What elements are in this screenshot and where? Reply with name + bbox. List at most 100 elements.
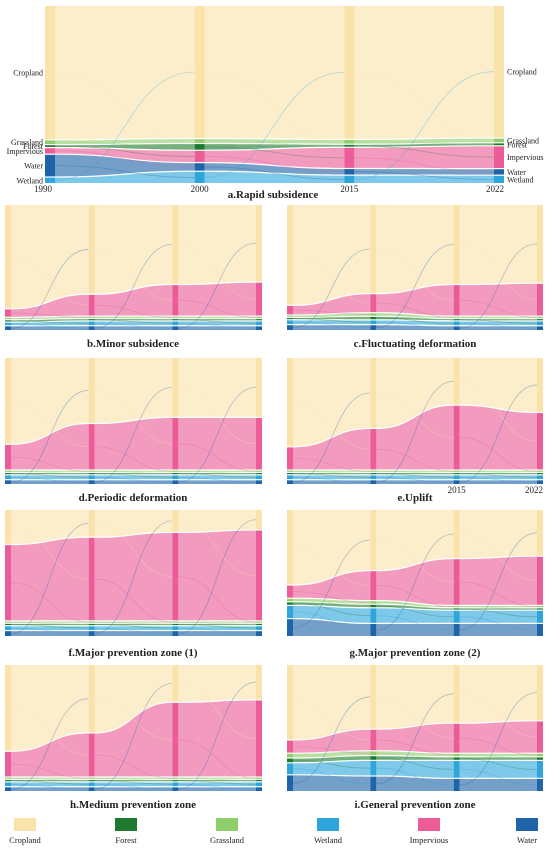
node-water-2000 — [370, 776, 377, 791]
flow-grassland-2 — [459, 470, 537, 472]
node-wetland-2015 — [172, 475, 179, 480]
flow-mix-forest-0 — [292, 318, 371, 323]
node-grassland-2015 — [453, 316, 460, 318]
flow-water-1 — [204, 163, 345, 175]
flow-mix-impervious-0 — [10, 456, 89, 472]
legend-swatch-impervious — [418, 818, 440, 831]
flow-water-2 — [459, 779, 537, 791]
flow-forest-2 — [178, 623, 256, 626]
node-water-2022 — [256, 480, 262, 484]
flow-wetland-1 — [376, 475, 454, 480]
panel-0-flows — [54, 6, 495, 183]
panel-4-nodes — [287, 358, 543, 484]
node-grassland-2022 — [537, 470, 543, 472]
node-wetland-2022 — [537, 761, 543, 778]
node-wetland-2000 — [88, 626, 95, 630]
flow-mix-wetland-2 — [178, 783, 257, 790]
node-wetland-2022 — [537, 610, 543, 623]
panel-6-nodes — [287, 510, 543, 636]
flow-cropland-0 — [293, 358, 371, 447]
flow-mix-water-2 — [178, 681, 257, 790]
flow-water-1 — [94, 631, 173, 636]
flow-mix-cropland-1 — [376, 392, 454, 438]
node-forest-2015 — [172, 780, 179, 782]
flow-impervious-0 — [293, 571, 371, 600]
node-water-2022 — [537, 624, 543, 636]
node-wetland-2022 — [256, 782, 262, 787]
flow-mix-water-1 — [376, 693, 454, 785]
node-cropland-1990 — [5, 510, 11, 544]
flow-water-1 — [376, 480, 454, 484]
flow-grassland-1 — [376, 313, 454, 318]
flow-forest-2 — [178, 473, 256, 475]
flow-water-2 — [178, 480, 256, 484]
flow-mix-cropland-1 — [376, 696, 454, 739]
flow-water-0 — [11, 787, 89, 791]
panel-title: g.Major prevention zone (2) — [350, 647, 481, 659]
flow-water-2 — [459, 326, 537, 330]
flow-forest-0 — [293, 316, 371, 320]
flow-mix-impervious-0 — [10, 582, 89, 623]
node-wetland-2000 — [88, 321, 95, 326]
node-forest-2022 — [537, 757, 543, 760]
node-forest-2000 — [370, 473, 377, 475]
flow-mix-impervious-1 — [376, 302, 454, 318]
flow-impervious-0 — [11, 294, 89, 317]
node-wetland-2022 — [256, 626, 262, 630]
node-impervious-1990 — [5, 309, 11, 317]
flow-forest-0 — [11, 780, 89, 782]
flow-impervious-0 — [11, 424, 89, 470]
node-cropland-2022 — [256, 665, 262, 700]
node-grassland-2022 — [256, 316, 262, 318]
flow-mix-water-1 — [94, 386, 173, 483]
flow-mix-grassland-2 — [459, 316, 538, 321]
node-grassland-2000 — [88, 470, 95, 472]
node-impervious-2022 — [256, 530, 262, 621]
flow-mix-grassland-1 — [94, 470, 173, 475]
node-impervious-2000 — [194, 150, 205, 163]
node-water-2015 — [344, 169, 355, 175]
flow-grassland-1 — [94, 470, 173, 472]
legend-label-impervious: Impervious — [410, 835, 449, 845]
flow-mix-grassland-1 — [94, 316, 173, 321]
flow-wetland-1 — [94, 782, 173, 787]
panel-title: e.Uplift — [397, 492, 432, 504]
node-water-2022 — [256, 326, 262, 330]
node-wetland-2000 — [88, 782, 95, 787]
node-cropland-1990 — [287, 205, 293, 305]
node-forest-2000 — [370, 316, 377, 320]
flow-mix-impervious-2 — [178, 739, 257, 779]
flow-mix-grassland-1 — [94, 621, 173, 625]
flow-wetland-1 — [94, 626, 173, 630]
flow-mix-forest-2 — [459, 758, 538, 770]
flow-forest-1 — [94, 623, 173, 626]
flow-grassland-0 — [11, 777, 89, 779]
flow-wetland-0 — [11, 321, 89, 326]
node-grassland-1990 — [287, 315, 293, 317]
year-label-2015: 2015 — [340, 184, 359, 194]
flow-mix-forest-2 — [178, 319, 257, 324]
node-impervious-2000 — [370, 571, 377, 600]
node-water-2000 — [370, 325, 377, 330]
node-impervious-2022 — [256, 282, 262, 316]
flow-cropland-2 — [178, 205, 256, 284]
node-water-1990 — [287, 480, 293, 484]
node-water-2000 — [370, 624, 377, 636]
node-water-2015 — [453, 779, 460, 791]
node-water-1990 — [5, 326, 11, 330]
legend-swatch-forest — [115, 818, 137, 831]
flow-mix-grassland-1 — [376, 602, 454, 610]
flow-mix-wetland-2 — [178, 627, 257, 634]
flow-grassland-1 — [204, 139, 345, 144]
flow-mix-grassland-2 — [459, 606, 538, 610]
node-forest-2015 — [453, 757, 460, 760]
left-label-wetland: Wetland — [17, 176, 43, 185]
flow-mix-water-1 — [376, 380, 454, 483]
flow-cropland-2 — [459, 510, 537, 558]
flow-mix-forest-2 — [178, 780, 257, 785]
node-forest-2015 — [172, 319, 179, 321]
right-label-grassland: Grassland — [507, 136, 539, 145]
flow-mix-cropland-0 — [10, 400, 89, 448]
node-forest-2022 — [256, 780, 262, 782]
node-forest-2000 — [370, 756, 377, 760]
